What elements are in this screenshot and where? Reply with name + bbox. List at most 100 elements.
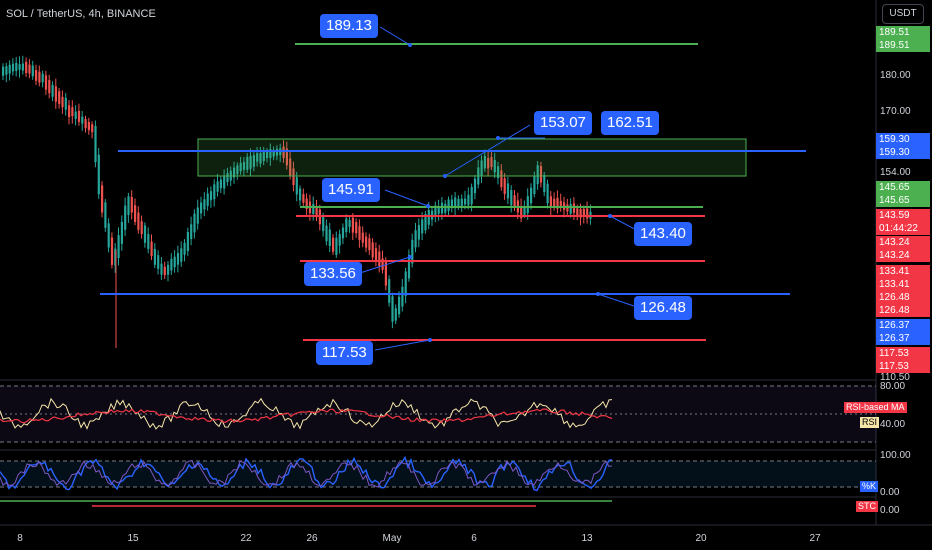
callout-189[interactable]: 189.13 [320, 14, 378, 38]
candle-body [35, 70, 38, 81]
candle-body [87, 121, 90, 131]
candle-body [275, 148, 279, 156]
candle-body [487, 157, 490, 169]
candle-body [289, 158, 292, 177]
candle-body [193, 213, 196, 233]
candle-body [150, 241, 153, 257]
candle-body [322, 216, 325, 232]
candle-body [206, 193, 209, 206]
candle-body [444, 203, 447, 213]
candle-body [490, 156, 493, 168]
callout-162[interactable]: 162.51 [601, 111, 659, 135]
candle-body [295, 177, 298, 195]
currency-button[interactable]: USDT [882, 4, 924, 24]
candle-body [8, 64, 11, 74]
price-tag: 117.53 [876, 360, 930, 373]
candle-body [368, 238, 371, 251]
candle-body [407, 254, 411, 279]
candle-body [219, 179, 222, 189]
price-tag: 01:44:22 [876, 222, 930, 235]
candle-body [467, 194, 470, 206]
candle-body [18, 64, 21, 70]
candle-body [388, 279, 391, 303]
callout-145[interactable]: 145.91 [322, 178, 380, 202]
candle-body [546, 183, 549, 204]
candle-body [203, 199, 206, 210]
candle-body [437, 207, 440, 214]
stoch-d-line[interactable] [0, 460, 613, 488]
candle-body [81, 116, 84, 124]
candle-body [216, 181, 219, 192]
candle-body [543, 175, 546, 193]
candle-body [404, 271, 407, 296]
x-tick: 15 [127, 533, 139, 544]
candle-body [186, 232, 189, 252]
price-axis-label: 110.50 [880, 372, 910, 383]
price-tag: 126.48 [876, 291, 930, 304]
candle-body [378, 251, 381, 266]
candle-body [582, 208, 585, 216]
callout-126[interactable]: 126.48 [634, 296, 692, 320]
candle-body [480, 160, 483, 177]
candle-body [94, 125, 97, 163]
price-tag: 145.65 [876, 194, 930, 207]
candle-body [137, 212, 140, 230]
candle-body [107, 223, 110, 248]
stoch-k-tag: %K [860, 481, 879, 492]
price-axis-label: 154.00 [880, 167, 911, 178]
candle-body [167, 264, 170, 275]
callout-117[interactable]: 117.53 [316, 341, 373, 365]
candle-body [127, 196, 130, 216]
price-tag: 159.30 [876, 146, 930, 159]
candle-body [25, 61, 28, 74]
candle-body [5, 66, 8, 75]
candle-body [341, 227, 345, 239]
callout-143[interactable]: 143.40 [634, 222, 692, 246]
candle-body [269, 149, 272, 159]
rsi-ma-line[interactable] [0, 408, 613, 424]
callout-153[interactable]: 153.07 [534, 111, 592, 135]
candle-body [371, 242, 374, 258]
candle-body [71, 107, 74, 117]
candle-body [332, 237, 335, 252]
callout-133[interactable]: 133.56 [304, 262, 362, 286]
candle-body [91, 124, 94, 133]
candle-body [226, 173, 229, 183]
candle-body [345, 218, 348, 233]
candle-body [421, 219, 424, 234]
supply-zone[interactable] [197, 138, 747, 177]
candle-body [157, 255, 160, 269]
callout-anchors [408, 43, 612, 342]
price-tag: 126.48 [876, 304, 930, 317]
candle-body [130, 196, 133, 213]
candle-body [143, 225, 147, 243]
rsi-ma-tag: RSI-based MA [844, 402, 907, 413]
price-tag: 143.59 [876, 209, 930, 222]
candle-body [361, 232, 364, 243]
candle-body [401, 286, 404, 307]
candle-body [209, 191, 213, 201]
candle-body [586, 208, 589, 219]
candle-body [58, 91, 61, 104]
x-tick: 20 [695, 533, 707, 544]
candle-body [302, 194, 305, 203]
symbol-title[interactable]: SOL / TetherUS, 4h, BINANCE [6, 8, 156, 20]
price-axis-label: 180.00 [880, 70, 911, 81]
candle-body [170, 258, 173, 271]
candle-body [576, 208, 579, 216]
candle-body [242, 162, 246, 170]
candle-body [398, 296, 401, 315]
candle-body [553, 198, 556, 208]
candle-body [147, 234, 150, 249]
candle-body [355, 221, 358, 234]
candle-body [506, 183, 510, 199]
candle-body [500, 170, 503, 188]
candle-body [338, 234, 341, 246]
price-tag: 189.51 [876, 26, 930, 39]
candle-body [549, 196, 552, 208]
candle-body [312, 203, 315, 215]
x-tick: 27 [809, 533, 821, 544]
candle-body [163, 266, 166, 275]
candle-body [457, 198, 460, 207]
